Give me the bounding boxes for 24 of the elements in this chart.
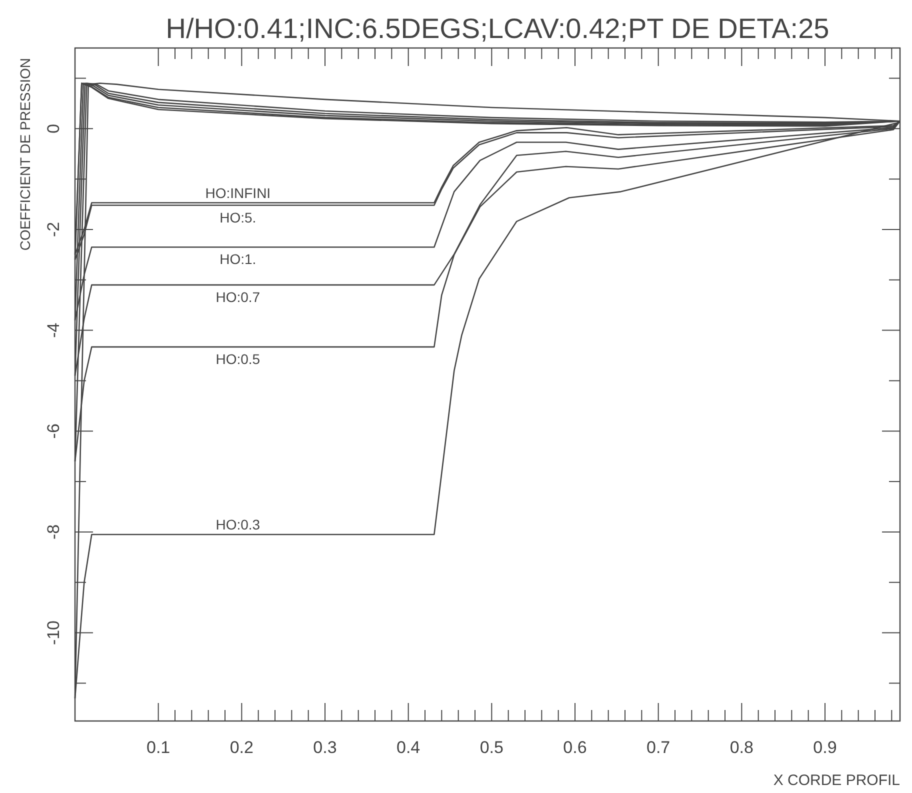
series-label: HO:5. (220, 209, 256, 226)
x-tick-label: 0.7 (646, 738, 670, 757)
y-tick-label: -4 (44, 322, 63, 338)
chart-title: H/HO:0.41;INC:6.5DEGS;LCAV:0.42;PT DE DETA:25 (166, 13, 830, 44)
y-tick-label: 0 (44, 124, 63, 134)
y-tick-label: -6 (44, 424, 63, 439)
y-tick-label: -2 (44, 222, 63, 238)
series-label: HO:0.7 (216, 288, 260, 305)
x-tick-label: 0.5 (480, 738, 504, 757)
series-label: HO:0.3 (216, 516, 260, 532)
x-axis-title: X CORDE PROFIL (773, 772, 900, 789)
y-tick-label: -8 (44, 524, 63, 540)
y-tick-label: -10 (44, 620, 63, 646)
x-tick-label: 0.9 (813, 738, 837, 757)
y-axis-title: COEFFICIENT DE PRESSION (17, 58, 33, 251)
series-label: HO:0.5 (216, 350, 260, 367)
x-tick-label: 0.2 (230, 738, 254, 757)
series-label: HO:INFINI (205, 184, 271, 201)
series-label: HO:1. (220, 251, 256, 268)
x-tick-label: 0.1 (146, 738, 170, 757)
x-tick-label: 0.8 (730, 738, 754, 757)
x-tick-label: 0.4 (396, 738, 420, 757)
x-tick-label: 0.3 (313, 738, 337, 757)
x-tick-label: 0.6 (563, 738, 587, 757)
